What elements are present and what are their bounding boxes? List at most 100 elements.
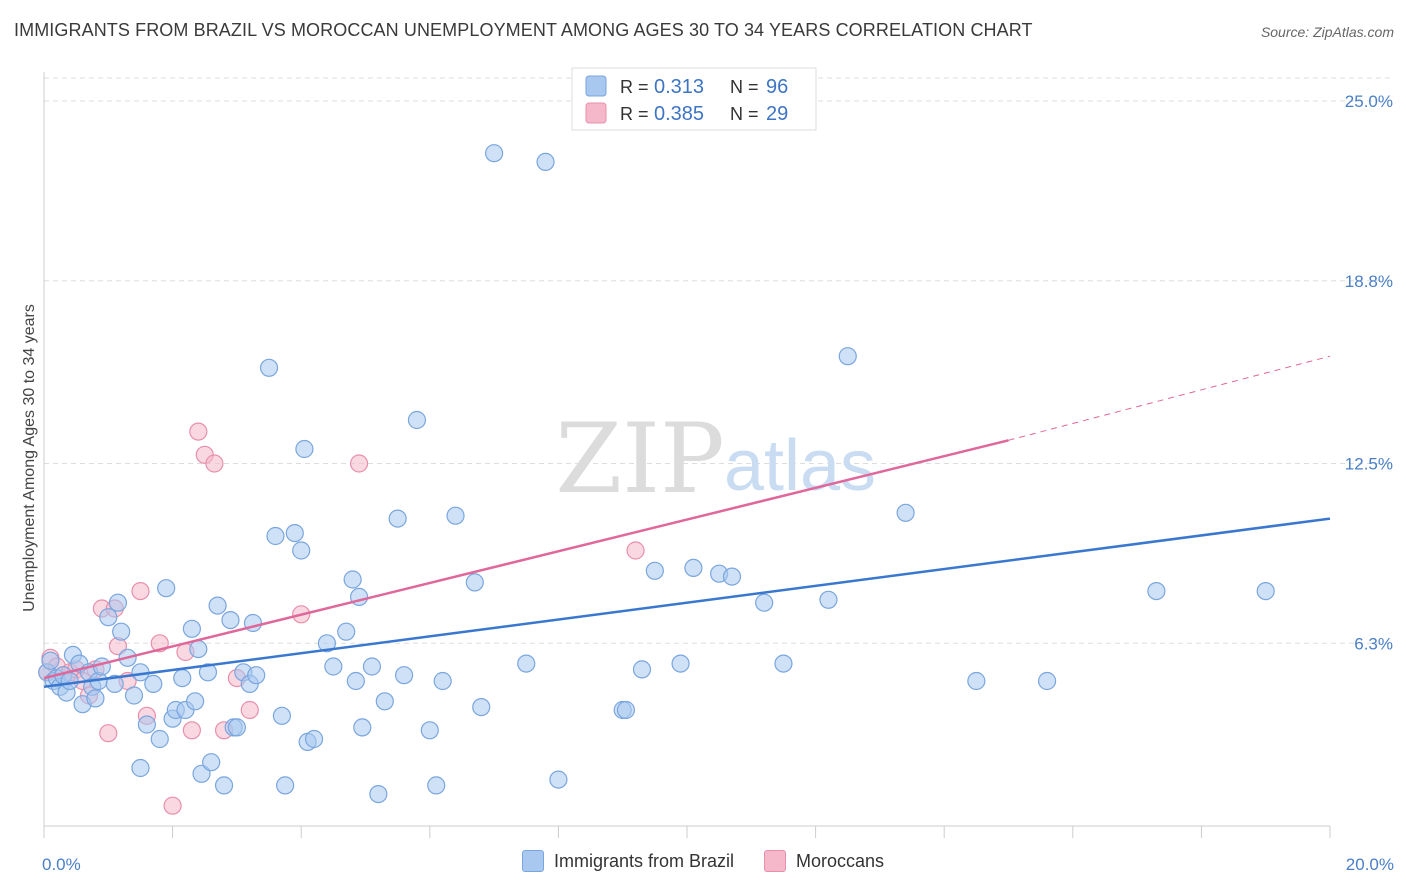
moroccans-point-28[interactable] — [626, 541, 645, 560]
brazil-point-80[interactable] — [616, 700, 636, 720]
x-tick-label-1: 20.0% — [1346, 855, 1394, 874]
brazil-point-76[interactable] — [517, 654, 536, 673]
brazil-point-40[interactable] — [221, 610, 240, 630]
brazil-point-46[interactable] — [247, 666, 266, 685]
brazil-point-92[interactable] — [967, 671, 986, 691]
moroccans-point-20[interactable] — [189, 422, 208, 441]
bottom-legend-brazil[interactable]: Immigrants from Brazil — [521, 850, 734, 872]
brazil-trend-line — [43, 517, 1331, 689]
legend-brazil-r-label: R = — [620, 77, 649, 97]
brazil-point-82[interactable] — [645, 561, 664, 580]
brazil-point-89[interactable] — [819, 590, 838, 609]
brazil-point-37[interactable] — [202, 753, 221, 772]
brazil-point-81[interactable] — [632, 660, 652, 679]
brazil-point-33[interactable] — [186, 692, 205, 711]
brazil-point-34[interactable] — [189, 639, 208, 659]
bottom-legend-morocco[interactable]: Moroccans — [764, 850, 884, 872]
brazil-point-47[interactable] — [259, 358, 279, 377]
brazil-point-74[interactable] — [472, 697, 491, 717]
brazil-point-13[interactable] — [86, 689, 105, 708]
moroccans-point-27[interactable] — [349, 454, 369, 473]
brazil-point-75[interactable] — [485, 144, 504, 163]
brazil-point-59[interactable] — [343, 570, 362, 589]
legend-morocco-r-value: 0.385 — [654, 103, 704, 125]
moroccans-point-14[interactable] — [131, 581, 150, 601]
brazil-point-16[interactable] — [99, 608, 118, 627]
legend-brazil-r-value: 0.313 — [654, 76, 704, 98]
brazil-point-55[interactable] — [304, 729, 324, 749]
brazil-point-27[interactable] — [157, 579, 176, 598]
brazil-point-39[interactable] — [214, 776, 234, 795]
brazil-point-60[interactable] — [346, 671, 365, 691]
brazil-point-83[interactable] — [671, 654, 690, 673]
brazil-point-50[interactable] — [276, 776, 295, 795]
brazil-swatch — [521, 850, 544, 872]
brazil-point-26[interactable] — [131, 758, 150, 778]
brazil-point-95[interactable] — [1256, 581, 1275, 601]
source-label: Source: ZipAtlas.com — [1260, 24, 1394, 40]
moroccans-point-22[interactable] — [205, 454, 224, 473]
brazil-point-77[interactable] — [536, 152, 555, 171]
brazil-point-65[interactable] — [375, 692, 394, 711]
y-tick-label-2: 18.8% — [1345, 272, 1393, 291]
brazil-point-56[interactable] — [317, 634, 337, 653]
brazil-point-49[interactable] — [272, 706, 292, 725]
bottom-legend-brazil-label: Immigrants from Brazil — [553, 850, 734, 871]
brazil-point-24[interactable] — [144, 674, 163, 694]
legend-brazil-n-value: 96 — [766, 76, 788, 98]
brazil-point-90[interactable] — [838, 347, 857, 366]
x-tick-label-0: 0.0% — [42, 855, 81, 874]
brazil-point-52[interactable] — [292, 541, 311, 560]
watermark-atlas: atlas — [724, 426, 876, 506]
brazil-point-86[interactable] — [722, 567, 742, 586]
brazil-point-91[interactable] — [896, 503, 915, 522]
brazil-point-87[interactable] — [755, 593, 774, 612]
moroccans-point-19[interactable] — [182, 721, 201, 740]
brazil-point-67[interactable] — [394, 666, 414, 685]
brazil-point-72[interactable] — [446, 506, 465, 525]
brazil-point-32[interactable] — [182, 619, 201, 638]
y-tick-label-3: 25.0% — [1345, 92, 1393, 111]
brazil-point-23[interactable] — [137, 715, 156, 734]
morocco-swatch — [764, 850, 786, 872]
brazil-point-68[interactable] — [407, 410, 427, 430]
brazil-point-63[interactable] — [362, 657, 382, 676]
brazil-point-69[interactable] — [420, 721, 439, 740]
moroccans-point-25[interactable] — [240, 700, 259, 720]
brazil-point-38[interactable] — [208, 596, 227, 615]
brazil-point-18[interactable] — [108, 593, 128, 612]
brazil-point-78[interactable] — [549, 770, 568, 789]
legend-morocco-n-label: N = — [730, 104, 759, 124]
brazil-point-19[interactable] — [112, 622, 131, 641]
brazil-point-62[interactable] — [353, 718, 372, 737]
brazil-point-58[interactable] — [337, 622, 356, 641]
moroccans-point-10[interactable] — [99, 724, 118, 743]
brazil-point-42[interactable] — [227, 718, 246, 737]
brazil-point-7[interactable] — [60, 671, 79, 691]
brazil-point-35[interactable] — [192, 764, 211, 783]
brazil-point-71[interactable] — [433, 671, 452, 691]
bottom-legend-morocco-label: Moroccans — [796, 850, 885, 871]
brazil-point-36[interactable] — [198, 663, 218, 682]
brazil-point-93[interactable] — [1037, 671, 1057, 691]
legend-frame — [571, 67, 817, 131]
brazil-point-73[interactable] — [465, 573, 484, 592]
brazil-point-84[interactable] — [684, 558, 703, 578]
brazil-point-94[interactable] — [1147, 581, 1166, 601]
brazil-point-17[interactable] — [105, 674, 124, 694]
brazil-point-66[interactable] — [388, 509, 407, 528]
brazil-point-70[interactable] — [427, 776, 446, 795]
brazil-point-88[interactable] — [774, 654, 793, 673]
brazil-point-53[interactable] — [295, 439, 314, 459]
legend-box: R = 0.313 N = 96 R = 0.385 N = 29 — [571, 67, 817, 131]
brazil-point-21[interactable] — [124, 686, 144, 705]
brazil-point-48[interactable] — [266, 526, 285, 546]
brazil-point-57[interactable] — [324, 657, 343, 676]
brazil-point-1[interactable] — [41, 651, 60, 670]
watermark-zip: ZIP — [555, 403, 724, 515]
brazil-point-51[interactable] — [285, 523, 304, 543]
moroccans-point-17[interactable] — [163, 796, 182, 815]
brazil-point-25[interactable] — [150, 729, 169, 749]
brazil-point-64[interactable] — [369, 784, 388, 804]
brazil-point-30[interactable] — [173, 668, 192, 688]
